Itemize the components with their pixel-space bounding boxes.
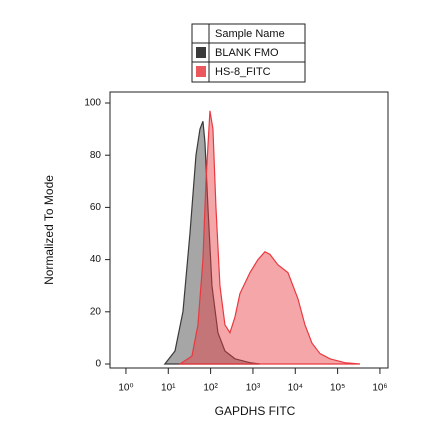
y-tick-label: 0 <box>95 359 101 370</box>
legend-label: BLANK FMO <box>215 47 279 59</box>
x-tick-label: 10¹ <box>161 383 176 394</box>
x-tick-label: 10⁵ <box>330 383 345 394</box>
y-axis-title: Normalized To Mode <box>42 175 56 285</box>
legend-label: HS-8_FITC <box>215 66 271 78</box>
y-tick-label: 40 <box>90 254 102 265</box>
x-tick-label: 10⁶ <box>372 383 387 394</box>
x-tick-label: 10⁰ <box>118 383 133 394</box>
legend-swatch <box>196 66 206 77</box>
y-tick-label: 60 <box>90 202 102 213</box>
legend: Sample Name BLANK FMO HS-8_FITC <box>191 23 306 83</box>
legend-swatch <box>196 47 206 58</box>
x-tick-label: 10³ <box>246 383 261 394</box>
x-tick-label: 10⁴ <box>288 383 303 394</box>
x-axis-title: GAPDHS FITC <box>215 404 296 418</box>
x-tick-label: 10² <box>203 383 218 394</box>
histogram-area <box>177 110 361 365</box>
y-tick-label: 80 <box>90 150 102 161</box>
legend-title: Sample Name <box>215 28 285 40</box>
legend-box <box>191 23 306 83</box>
plot-frame <box>109 91 389 369</box>
y-tick-label: 100 <box>84 98 101 109</box>
y-tick-label: 20 <box>90 306 102 317</box>
